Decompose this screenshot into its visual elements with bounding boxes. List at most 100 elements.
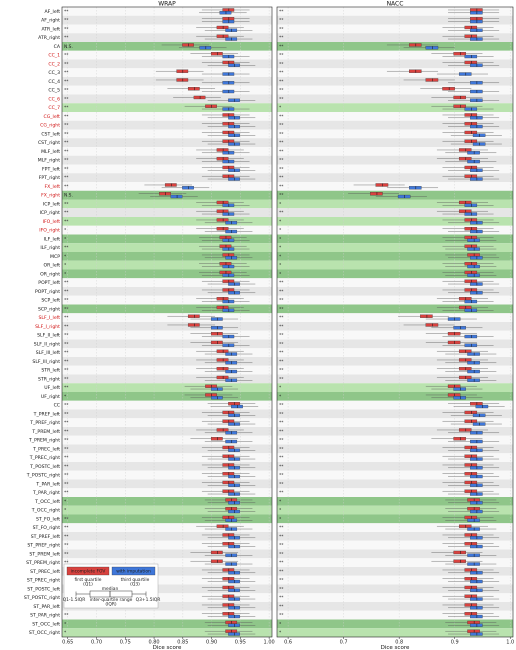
box-blue bbox=[470, 81, 483, 85]
row-band bbox=[277, 68, 513, 77]
box-red bbox=[442, 87, 455, 91]
row-band bbox=[62, 164, 272, 174]
significance-label: ** bbox=[279, 333, 284, 339]
row-label: MLF_left bbox=[41, 149, 60, 155]
box-blue bbox=[453, 387, 466, 391]
row-label: T_PREM_right bbox=[28, 438, 60, 444]
significance-label: ** bbox=[279, 578, 284, 584]
row-band bbox=[62, 68, 272, 77]
significance-label: ** bbox=[279, 18, 284, 24]
significance-label: ** bbox=[279, 359, 284, 365]
box-red bbox=[464, 445, 478, 450]
significance-label: ** bbox=[279, 280, 284, 286]
significance-label: ** bbox=[279, 166, 284, 172]
box-blue bbox=[225, 256, 238, 260]
box-blue bbox=[425, 46, 439, 50]
box-blue bbox=[467, 273, 480, 277]
row-band bbox=[62, 435, 272, 445]
box-blue bbox=[464, 308, 478, 312]
box-red bbox=[420, 314, 433, 318]
box-red bbox=[222, 174, 235, 178]
row-band bbox=[62, 15, 272, 25]
row-band bbox=[62, 260, 272, 270]
row-band bbox=[277, 94, 513, 104]
tick-label: 0.65 bbox=[62, 640, 73, 646]
box-blue bbox=[458, 72, 472, 76]
box-red bbox=[458, 209, 472, 213]
box-red bbox=[222, 612, 235, 616]
box-blue bbox=[464, 334, 478, 339]
row-band bbox=[62, 50, 272, 60]
significance-label: ** bbox=[279, 298, 284, 304]
row-label: CST_right bbox=[38, 140, 60, 146]
row-band bbox=[62, 208, 272, 217]
row-band bbox=[277, 234, 513, 244]
box-blue bbox=[225, 28, 238, 32]
row-labels: AF_left AF_right ATR_left ATR_right CA CC_1 CC… bbox=[24, 9, 61, 636]
box-red bbox=[464, 122, 478, 126]
box-blue bbox=[228, 492, 240, 496]
row-band bbox=[62, 339, 272, 349]
row-label: OR_right bbox=[40, 271, 60, 277]
row-label: ST_OCC_left bbox=[32, 621, 60, 627]
box-red bbox=[467, 507, 480, 511]
row-label: ST_PREC_left bbox=[30, 569, 60, 575]
row-label: T_PREF_left bbox=[33, 411, 61, 417]
tick-label: 0.95 bbox=[235, 640, 246, 646]
significance-label: * bbox=[279, 271, 282, 277]
row-band bbox=[277, 575, 513, 585]
box-blue bbox=[470, 597, 483, 601]
box-red bbox=[219, 262, 232, 266]
box-red bbox=[425, 78, 439, 82]
box-blue bbox=[228, 142, 240, 146]
box-blue bbox=[228, 501, 240, 505]
legend-imputation-label: with imputation bbox=[116, 569, 151, 575]
panel-title: WRAP bbox=[158, 1, 176, 8]
significance-label: ** bbox=[64, 350, 69, 356]
box-blue bbox=[470, 492, 483, 496]
row-label: CC_7 bbox=[48, 105, 60, 111]
significance-label: ** bbox=[64, 306, 69, 312]
row-band bbox=[277, 427, 513, 436]
box-blue bbox=[228, 536, 240, 540]
significance-label: ** bbox=[64, 420, 69, 426]
box-blue bbox=[470, 606, 483, 610]
box-red bbox=[222, 419, 235, 423]
box-red bbox=[216, 209, 229, 213]
box-blue bbox=[467, 527, 480, 531]
box-red bbox=[458, 367, 472, 371]
row-label: ST_FO_right bbox=[33, 525, 61, 531]
significance-label: ** bbox=[64, 88, 69, 94]
significance-label: ** bbox=[279, 210, 284, 216]
row-band bbox=[62, 94, 272, 104]
box-red bbox=[464, 480, 478, 485]
legend-lower-whisker: Q1-1.5IQR bbox=[63, 597, 86, 603]
row-label: SLF_III_left bbox=[36, 350, 60, 356]
row-label: CA bbox=[54, 44, 61, 50]
significance-label: ** bbox=[64, 158, 69, 164]
box-blue bbox=[467, 352, 480, 356]
row-band bbox=[277, 304, 513, 314]
row-band bbox=[62, 120, 272, 130]
box-blue bbox=[228, 413, 240, 417]
box-red bbox=[453, 437, 466, 441]
box-blue bbox=[225, 439, 238, 444]
row-band bbox=[277, 488, 513, 497]
row-label: AF_left bbox=[44, 9, 60, 15]
row-label: ST_PAR_right bbox=[30, 613, 60, 619]
box-blue bbox=[228, 448, 240, 452]
significance-label: ** bbox=[279, 306, 284, 312]
significance-label: ** bbox=[64, 429, 69, 435]
row-label: CG_left bbox=[43, 114, 60, 120]
significance-label: ** bbox=[279, 53, 284, 59]
box-blue bbox=[470, 614, 483, 619]
box-blue bbox=[222, 203, 235, 207]
box-blue bbox=[222, 159, 235, 164]
box-blue bbox=[470, 439, 483, 444]
box-red bbox=[453, 95, 466, 100]
significance-label: ** bbox=[64, 9, 69, 15]
significance-label: ** bbox=[279, 123, 284, 129]
significance-label: ** bbox=[64, 175, 69, 181]
significance-label: ** bbox=[64, 341, 69, 347]
box-blue bbox=[228, 623, 240, 627]
